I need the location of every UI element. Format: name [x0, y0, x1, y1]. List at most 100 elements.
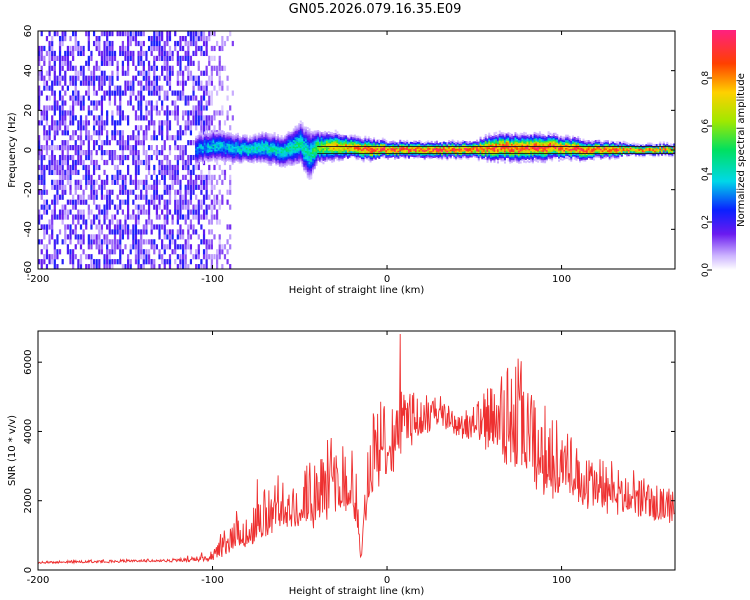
noise-cell [111, 179, 114, 185]
noise-cell [43, 179, 46, 185]
band-cell [249, 149, 252, 152]
band-cell [275, 158, 278, 161]
noise-cell [124, 140, 127, 146]
band-cell [261, 141, 264, 144]
band-cell [448, 154, 451, 157]
noise-cell [119, 90, 122, 96]
noise-cell [179, 224, 182, 230]
band-cell [483, 146, 486, 149]
noise-cell [226, 189, 229, 195]
noise-cell [179, 95, 182, 101]
band-cell [245, 147, 248, 150]
band-cell [210, 147, 213, 151]
noise-cell [202, 234, 206, 240]
noise-cell [74, 140, 77, 146]
noise-cell [95, 40, 98, 47]
band-cell [320, 138, 323, 141]
band-cell [404, 157, 407, 160]
noise-cell [58, 229, 62, 235]
band-cell [399, 141, 402, 144]
noise-cell [87, 105, 90, 111]
noise-cell [200, 125, 203, 131]
band-cell [257, 143, 260, 146]
band-cell [496, 137, 499, 140]
noise-cell [166, 55, 169, 61]
band-cell [437, 154, 440, 157]
band-cell [387, 151, 390, 154]
noise-cell [64, 80, 67, 86]
noise-cell [137, 55, 140, 61]
band-cell [353, 155, 356, 158]
noise-cell [218, 254, 221, 260]
band-cell [453, 156, 456, 159]
noise-cell [137, 264, 140, 269]
band-cell [299, 136, 302, 139]
band-cell [224, 156, 227, 159]
noise-cell [166, 40, 169, 47]
noise-cell [134, 244, 138, 250]
noise-cell [200, 120, 203, 126]
noise-cell [221, 80, 224, 86]
band-cell [469, 155, 472, 158]
band-cell [222, 131, 225, 134]
noise-cell [69, 239, 72, 245]
noise-cell [116, 90, 119, 96]
band-cell [437, 155, 440, 159]
noise-cell [137, 159, 140, 166]
noise-cell [111, 70, 114, 76]
band-cell [444, 153, 447, 156]
band-cell [355, 135, 358, 139]
band-cell [322, 147, 325, 150]
band-cell [254, 154, 257, 157]
noise-cell [200, 224, 203, 230]
band-cell [219, 149, 222, 152]
noise-cell [64, 50, 67, 57]
noise-cell [66, 209, 69, 215]
noise-cell [187, 75, 190, 81]
band-cell [270, 144, 273, 147]
noise-cell [124, 229, 127, 235]
noise-cell [153, 65, 156, 71]
noise-cell [79, 184, 83, 190]
noise-cell [119, 244, 122, 250]
noise-cell [179, 214, 182, 220]
noise-cell [163, 55, 166, 61]
band-cell [285, 156, 288, 159]
band-cell [477, 154, 480, 157]
noise-cell [38, 239, 41, 245]
noise-cell [95, 105, 98, 111]
noise-cell [66, 179, 69, 185]
band-cell [507, 132, 510, 135]
noise-cell [119, 110, 122, 116]
band-cell [378, 147, 381, 150]
band-cell [303, 153, 306, 156]
noise-cell [90, 239, 93, 245]
noise-cell [184, 40, 187, 47]
band-cell [348, 136, 351, 139]
band-cell [339, 147, 342, 150]
noise-cell [205, 125, 208, 131]
band-cell [409, 146, 412, 149]
band-cell [273, 149, 276, 152]
band-cell [332, 136, 335, 139]
band-cell [228, 135, 231, 138]
band-cell [273, 155, 276, 159]
band-cell [275, 163, 278, 166]
noise-cell [147, 184, 151, 190]
noise-cell [181, 164, 185, 171]
band-cell [196, 162, 199, 165]
band-cell [228, 149, 231, 153]
band-cell [502, 135, 505, 138]
noise-cell [192, 35, 195, 42]
band-cell [406, 146, 409, 149]
band-cell [250, 151, 253, 154]
noise-cell [103, 40, 106, 47]
band-cell [491, 139, 494, 142]
band-cell [521, 158, 524, 161]
band-cell [512, 135, 515, 139]
band-cell [209, 157, 212, 160]
band-cell [331, 149, 334, 152]
band-cell [369, 158, 372, 161]
band-cell [331, 135, 334, 138]
noise-cell [56, 105, 59, 111]
